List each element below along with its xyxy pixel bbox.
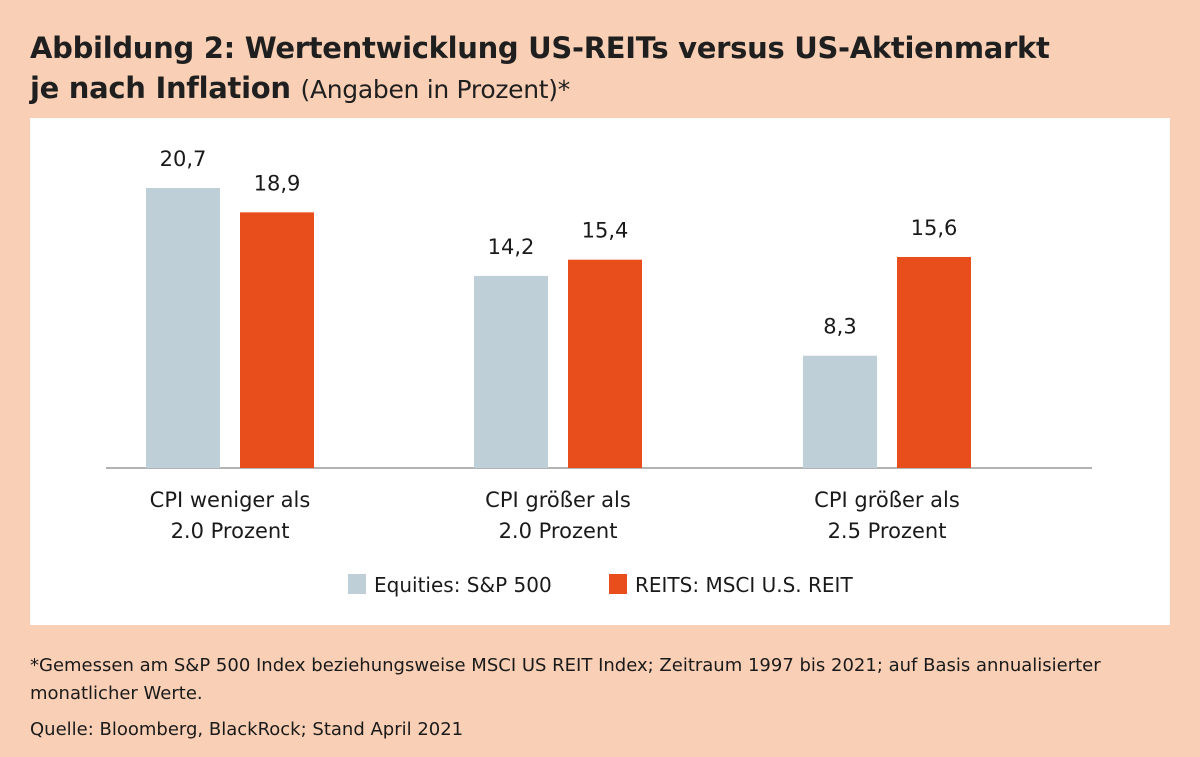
data-label-reits-3: 15,6 xyxy=(911,216,958,240)
legend-label-equities: Equities: S&P 500 xyxy=(374,573,552,597)
data-label-reits-2: 15,4 xyxy=(582,219,629,243)
chart-title: Abbildung 2: Wertentwicklung US-REITs ve… xyxy=(30,28,1170,110)
bar-chart: 20,7 14,2 8,3 18,9 15,4 15,6 CPI weniger als 2.… xyxy=(106,147,1092,597)
data-label-equities-3: 8,3 xyxy=(823,315,856,339)
footnote: *Gemessen am S&P 500 Index beziehungswei… xyxy=(30,655,1101,704)
data-label-equities-2: 14,2 xyxy=(488,235,535,259)
category-label-1-line-2: 2.0 Prozent xyxy=(171,519,290,543)
source-note: Quelle: Bloomberg, BlackRock; Stand Apri… xyxy=(30,719,464,740)
title-line-2: je nach Inflation (Angaben in Prozent)* xyxy=(30,68,1170,110)
category-label-3-line-2: 2.5 Prozent xyxy=(828,519,947,543)
category-label-2-line-1: CPI größer als xyxy=(485,488,631,512)
data-label-equities-1: 20,7 xyxy=(160,147,207,171)
title-line-2-main: je nach Inflation xyxy=(30,71,291,105)
legend-swatch-reits xyxy=(609,574,627,594)
bar-equities-2 xyxy=(474,275,548,468)
chart-panel: 20,7 14,2 8,3 18,9 15,4 15,6 CPI weniger als 2.… xyxy=(30,118,1170,625)
data-label-reits-1: 18,9 xyxy=(254,171,301,195)
legend-label-reits: REITS: MSCI U.S. REIT xyxy=(635,573,853,597)
legend-swatch-equities xyxy=(348,574,366,594)
title-line-1: Abbildung 2: Wertentwicklung US-REITs ve… xyxy=(30,31,1050,65)
bar-equities-3 xyxy=(803,355,877,468)
category-label-2-line-2: 2.0 Prozent xyxy=(499,519,618,543)
bar-equities-1 xyxy=(146,188,220,468)
category-label-1-line-1: CPI weniger als xyxy=(150,488,311,512)
bar-reits-1 xyxy=(240,212,314,468)
bar-reits-3 xyxy=(897,256,971,468)
title-subtitle: (Angaben in Prozent)* xyxy=(300,75,570,104)
category-label-3-line-1: CPI größer als xyxy=(814,488,960,512)
bar-reits-2 xyxy=(568,259,642,468)
